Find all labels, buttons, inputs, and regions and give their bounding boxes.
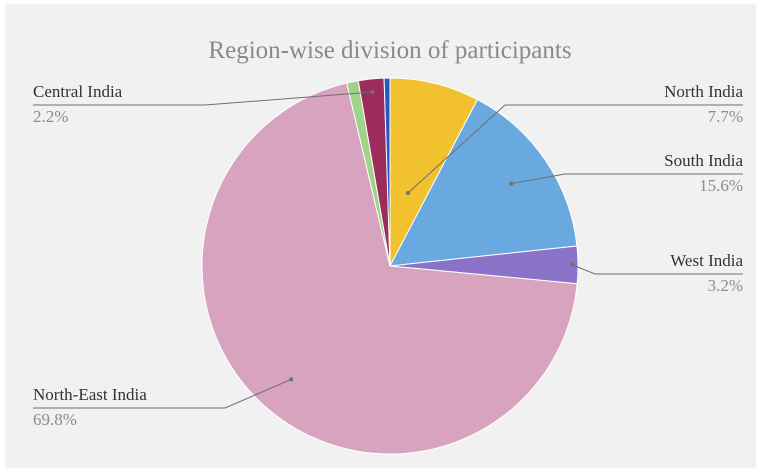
label-value-central-india: 2.2% — [33, 107, 68, 126]
leader-dot-west-india — [570, 262, 575, 267]
leader-dot-north-india — [406, 191, 410, 195]
label-name-west-india: West India — [670, 251, 743, 270]
label-name-south-india: South India — [664, 151, 743, 170]
label-value-west-india: 3.2% — [708, 276, 743, 295]
chart-container: Region-wise division of participants Nor… — [5, 4, 756, 468]
leader-line-south-india — [511, 173, 743, 185]
label-name-central-india: Central India — [33, 82, 123, 101]
pie-slice-unlabeled-6 — [383, 77, 391, 267]
leader-line-west-india — [572, 264, 743, 275]
leader-dot-south-india — [509, 181, 514, 186]
data-labels: North India 7.7% South India 15.6% West Indi… — [33, 82, 743, 429]
leader-line-north-east-india — [33, 378, 292, 409]
label-name-north-india: North India — [664, 82, 743, 101]
pie-slice-south-india — [389, 98, 578, 267]
leader-dot-north-east-india — [289, 377, 294, 382]
pie-slice-north-east-india — [201, 82, 578, 455]
leader-dot-central-india — [370, 90, 375, 94]
leader-line-central-india — [33, 91, 373, 106]
pie-chart: Region-wise division of participants Nor… — [33, 37, 743, 455]
chart-title: Region-wise division of participants — [208, 37, 571, 64]
label-value-north-india: 7.7% — [708, 107, 743, 126]
label-value-south-india: 15.6% — [699, 176, 743, 195]
pie-slices — [201, 77, 579, 455]
label-name-north-east-india: North-East India — [33, 385, 147, 404]
label-value-north-east-india: 69.8% — [33, 410, 77, 429]
leader-line-north-india — [407, 104, 743, 194]
